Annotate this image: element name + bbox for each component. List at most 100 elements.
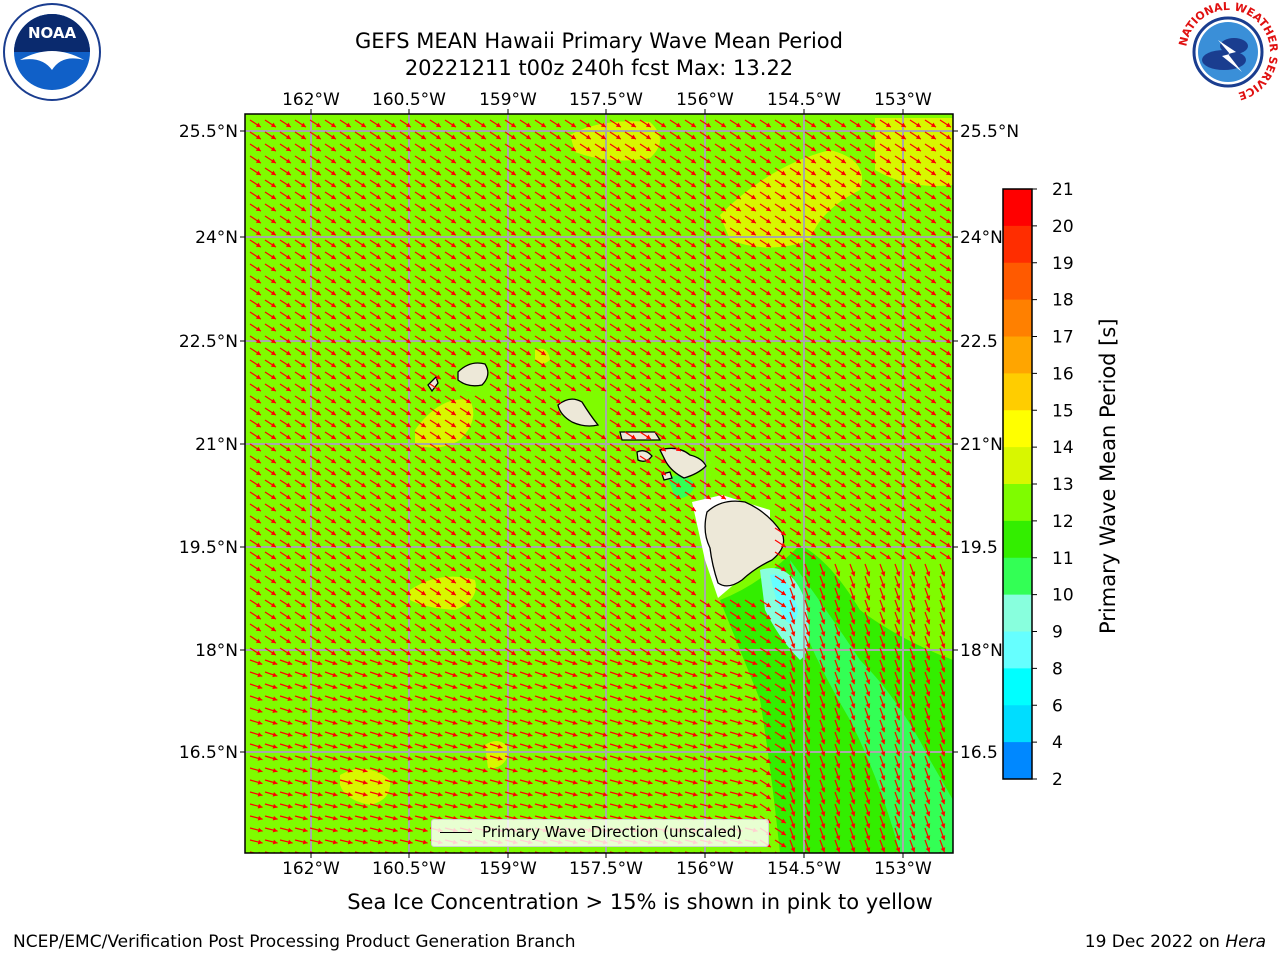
wave-arrowhead-153	[435, 158, 441, 164]
wave-arrowhead-1942	[690, 626, 696, 632]
wave-arrowhead-829	[705, 326, 711, 332]
wave-arrowhead-2439	[392, 756, 398, 761]
wave-arrowhead-333	[315, 206, 321, 212]
wave-arrowhead-144	[300, 158, 306, 164]
wave-arrowhead-98	[315, 146, 321, 152]
wave-arrowhead-1443	[360, 494, 366, 500]
wave-arrowhead-2010	[300, 650, 306, 656]
wave-arrowhead-1237	[705, 434, 711, 440]
wave-arrowhead-1873	[360, 614, 366, 620]
wave-arrowhead-839	[855, 326, 861, 332]
wave-arrowhead-1332	[765, 458, 771, 464]
wave-arrowhead-1866	[255, 614, 261, 620]
wave-arrowhead-1096	[615, 398, 621, 404]
wave-arrowhead-873	[660, 338, 666, 344]
wave-arrowhead-2219	[617, 696, 623, 702]
wave-arrowhead-50	[300, 134, 306, 140]
wave-arrowhead-1449	[450, 494, 456, 500]
wave-arrowhead-2083	[692, 660, 698, 666]
wave-arrowhead-838	[840, 326, 846, 332]
wave-arrowhead-1944	[720, 626, 726, 632]
island-oahu	[557, 398, 600, 427]
wave-arrowhead-89	[885, 134, 891, 140]
wave-arrowhead-1229	[585, 434, 591, 440]
wave-arrowhead-37	[810, 122, 816, 128]
wave-arrowhead-555	[825, 254, 831, 260]
wave-arrowhead-1129	[405, 410, 411, 416]
wave-arrowhead-415	[840, 218, 846, 224]
wave-arrowhead-1534	[390, 518, 396, 524]
wave-arrowhead-424	[270, 230, 276, 236]
wave-arrowhead-938	[930, 350, 936, 356]
wave-arrowhead-1992	[735, 638, 741, 644]
wave-arrowhead-461	[825, 230, 831, 236]
wave-arrowhead-579	[480, 266, 486, 272]
wave-arrowhead-2368	[737, 732, 743, 737]
wave-arrowhead-74	[660, 134, 666, 140]
wave-arrowhead-2225	[707, 696, 713, 702]
wave-arrowhead-2293	[317, 720, 323, 725]
wave-arrowhead-1783	[345, 590, 351, 596]
wave-arrowhead-1661	[405, 554, 411, 560]
wave-arrowhead-1727	[835, 571, 841, 577]
wave-arrowhead-371	[885, 206, 891, 212]
wave-arrowhead-234	[945, 170, 951, 176]
wave-arrowhead-547	[705, 254, 711, 260]
wave-arrowhead-384	[375, 218, 381, 224]
wave-arrowhead-351	[585, 206, 591, 212]
wave-arrowhead-755	[300, 314, 306, 320]
wave-arrowhead-996	[420, 374, 426, 380]
wave-arrowhead-539	[585, 254, 591, 260]
wave-arrowhead-1594	[660, 530, 666, 536]
wave-arrowhead-328	[945, 194, 951, 200]
wave-arrowhead-1479	[900, 494, 906, 500]
wave-arrowhead-1175	[435, 422, 441, 428]
wave-arrowhead-103	[390, 146, 396, 152]
wave-arrowhead-2143	[880, 679, 886, 685]
wave-arrowhead-235	[255, 182, 261, 188]
wave-arrowhead-1960	[255, 638, 261, 644]
wave-arrowhead-924	[720, 350, 726, 356]
wave-arrowhead-311	[690, 194, 696, 200]
wave-arrowhead-2231	[790, 703, 796, 709]
wave-arrowhead-738	[750, 302, 756, 308]
wave-arrowhead-891	[930, 338, 936, 344]
wave-arrowhead-701	[900, 290, 906, 296]
wave-arrowhead-787	[780, 314, 786, 320]
wave-arrowhead-664	[345, 290, 351, 296]
wave-arrowhead-846	[255, 338, 261, 344]
wave-arrowhead-1599	[810, 530, 816, 536]
wave-arrowhead-2156	[377, 684, 383, 690]
wave-arrowhead-1252	[930, 434, 936, 440]
wave-arrowhead-850	[315, 338, 321, 344]
wave-arrowhead-637	[645, 278, 651, 284]
wave-arrowhead-2274	[737, 708, 743, 713]
wave-arrowhead-2072	[527, 660, 533, 666]
wave-arrowhead-369	[855, 206, 861, 212]
wave-arrowhead-24	[615, 122, 621, 128]
wave-arrowhead-1839	[555, 602, 561, 608]
wave-arrowhead-443	[555, 230, 561, 236]
wave-arrowhead-836	[810, 326, 816, 332]
wave-arrowhead-23	[600, 122, 606, 128]
wave-arrowhead-1565	[930, 518, 936, 524]
wave-arrowhead-892	[945, 338, 951, 344]
wave-arrowhead-2273	[722, 708, 728, 713]
wave-arrowhead-1340	[885, 458, 891, 464]
wave-arrowhead-208	[555, 170, 561, 176]
wave-arrowhead-1044	[495, 386, 501, 392]
wave-arrowhead-1880	[465, 614, 471, 620]
wave-arrowhead-72	[630, 134, 636, 140]
wave-arrowhead-581	[510, 266, 516, 272]
wave-arrowhead-493	[600, 242, 606, 248]
wave-arrowhead-214	[645, 170, 651, 176]
wave-arrowhead-1141	[630, 410, 636, 416]
wave-arrowhead-1805	[675, 590, 681, 596]
wave-arrowhead-2003	[895, 643, 901, 649]
wave-arrowhead-1787	[405, 590, 411, 596]
wave-arrowhead-762	[405, 314, 411, 320]
wave-arrowhead-946	[345, 362, 351, 368]
wave-arrowhead-857	[420, 338, 426, 344]
wave-arrowhead-2289	[257, 720, 263, 725]
wave-arrowhead-1902	[790, 619, 796, 625]
